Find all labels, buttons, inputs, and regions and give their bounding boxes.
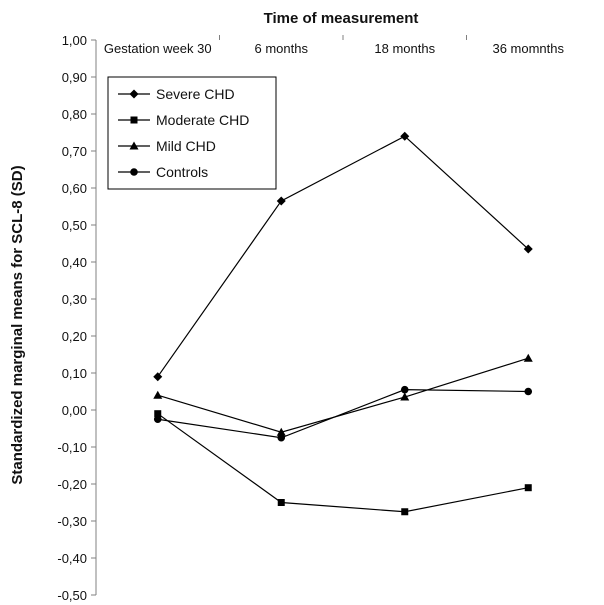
y-tick-label: 0,00 xyxy=(62,403,87,418)
y-tick-label: -0,20 xyxy=(57,477,87,492)
data-point xyxy=(400,131,410,141)
y-tick-label: -0,50 xyxy=(57,588,87,603)
data-point xyxy=(277,433,286,442)
legend-item: Mild CHD xyxy=(118,138,216,154)
legend-label: Severe CHD xyxy=(156,86,235,102)
legend-item: Moderate CHD xyxy=(118,112,249,128)
data-point xyxy=(523,353,533,362)
legend-marker xyxy=(129,141,139,150)
y-tick-label: 0,20 xyxy=(62,329,87,344)
data-point xyxy=(153,390,163,399)
y-tick-label: 0,70 xyxy=(62,144,87,159)
data-point xyxy=(276,196,286,206)
data-point xyxy=(400,385,409,394)
y-tick-label: 0,90 xyxy=(62,70,87,85)
y-tick-label: 0,50 xyxy=(62,218,87,233)
legend-marker xyxy=(129,89,139,99)
y-axis: 1,00 0,90 0,80 0,70 0,60 0,50 0,40 0,30 0,20 0,10… xyxy=(57,33,97,603)
y-tick-label: 0,80 xyxy=(62,107,87,122)
series-line xyxy=(157,135,529,378)
data-point xyxy=(400,392,410,401)
series-triangle xyxy=(153,353,533,436)
y-tick-label: -0,30 xyxy=(57,514,87,529)
series-circle xyxy=(153,385,533,442)
x-tick-label: Gestation week 30 xyxy=(104,41,212,56)
legend-marker xyxy=(130,116,138,124)
legend-item: Controls xyxy=(118,164,208,180)
series-line xyxy=(157,413,529,513)
series-line xyxy=(157,357,529,433)
legend-label: Moderate CHD xyxy=(156,112,249,128)
legend: Severe CHD Moderate CHD Mild CHD Controls xyxy=(107,76,277,190)
y-tick-label: 0,60 xyxy=(62,181,87,196)
y-axis-title: Standardized marginal means for SCL-8 (S… xyxy=(9,165,26,484)
data-point xyxy=(154,410,162,418)
data-point xyxy=(524,387,533,396)
data-point xyxy=(276,427,286,436)
y-tick-label: 0,10 xyxy=(62,366,87,381)
data-point xyxy=(277,499,285,506)
y-tick-label: 0,40 xyxy=(62,255,87,270)
y-tick-label: 1,00 xyxy=(62,33,87,48)
x-axis-ticks: Gestation week 30 6 months 18 months 36 mom… xyxy=(104,35,565,56)
y-tick-label: 0,30 xyxy=(62,292,87,307)
data-point xyxy=(153,372,163,382)
series-layer xyxy=(153,131,533,516)
data-point xyxy=(524,484,532,492)
series-square xyxy=(154,410,532,516)
x-tick-label: 36 momnths xyxy=(492,41,564,56)
y-tick-label: -0,10 xyxy=(57,440,87,455)
series-line xyxy=(157,389,529,439)
series-diamond xyxy=(153,131,533,382)
legend-item: Severe CHD xyxy=(118,86,235,102)
y-tick-label: -0,40 xyxy=(57,551,87,566)
data-point xyxy=(153,415,162,424)
legend-label: Controls xyxy=(156,164,208,180)
data-point xyxy=(401,508,409,516)
x-axis-title: Time of measurement xyxy=(264,10,419,27)
x-tick-label: 18 months xyxy=(374,41,435,56)
legend-marker xyxy=(130,168,138,176)
data-point xyxy=(523,244,533,254)
x-tick-label: 6 months xyxy=(255,41,309,56)
legend-label: Mild CHD xyxy=(156,138,216,154)
